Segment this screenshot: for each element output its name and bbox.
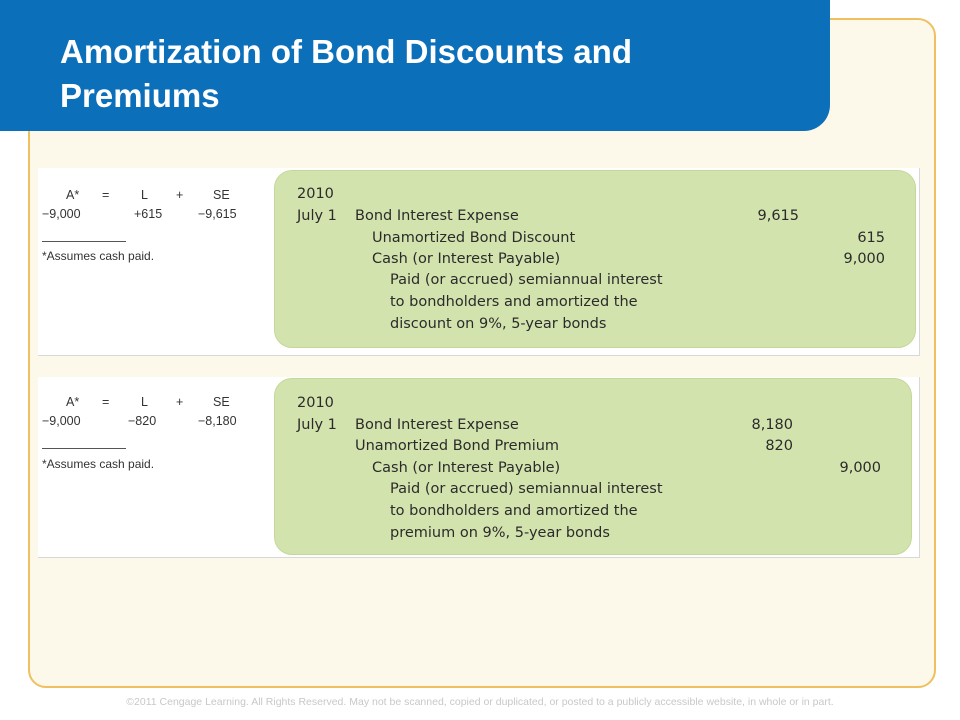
slide-title: Amortization of Bond Discounts and Premi… (60, 33, 632, 114)
entry-debit: 820 (765, 438, 793, 454)
entry-date: July 1 (297, 417, 337, 433)
journal-entry-box: 2010 July 1 Bond Interest Expense 9,615 … (274, 170, 916, 348)
title-bar: Amortization of Bond Discounts and Premi… (0, 0, 830, 131)
equation-value-equity: −8,180 (198, 414, 237, 428)
entry-year: 2010 (297, 186, 334, 202)
equation-note: *Assumes cash paid. (42, 457, 155, 471)
entry-explanation: Paid (or accrued) semiannual interest (390, 272, 663, 288)
equation-header-equals: = (102, 188, 110, 202)
equation-header-liabilities: L (141, 188, 148, 202)
entry-account: Bond Interest Expense (355, 208, 519, 224)
equation-header-equity: SE (213, 395, 230, 409)
entry-explanation: to bondholders and amortized the (390, 294, 638, 310)
equation-header-assets: A* (66, 188, 80, 202)
equation-header-plus: + (176, 188, 184, 202)
entry-account: Unamortized Bond Discount (372, 230, 576, 246)
equation-header-equity: SE (213, 188, 230, 202)
entry-explanation: discount on 9%, 5-year bonds (390, 316, 607, 332)
entry-year: 2010 (297, 395, 334, 411)
equation-header-assets: A* (66, 395, 80, 409)
entry-credit: 615 (857, 230, 885, 246)
equation-note: *Assumes cash paid. (42, 249, 155, 263)
entry-credit: 9,000 (843, 251, 885, 267)
entry-explanation: Paid (or accrued) semiannual interest (390, 481, 663, 497)
entry-account: Cash (or Interest Payable) (372, 460, 561, 476)
equation-value-assets: −9,000 (42, 414, 81, 428)
entry-explanation: to bondholders and amortized the (390, 503, 638, 519)
premium-panel: A* = L + SE −9,000 −820 −8,180 *Assumes … (38, 377, 920, 558)
equation-header-plus: + (176, 395, 184, 409)
entry-date: July 1 (297, 208, 337, 224)
equation-value-liabilities: +615 (134, 207, 163, 221)
entry-account: Unamortized Bond Premium (355, 438, 560, 454)
entry-account: Bond Interest Expense (355, 417, 519, 433)
entry-explanation: premium on 9%, 5-year bonds (390, 525, 610, 541)
equation-value-assets: −9,000 (42, 207, 81, 221)
note-rule (42, 448, 126, 449)
note-rule (42, 241, 126, 242)
journal-entry-box: 2010 July 1 Bond Interest Expense 8,180 … (274, 378, 912, 555)
equation-header-equals: = (102, 395, 110, 409)
entry-debit: 9,615 (757, 208, 799, 224)
equation-value-equity: −9,615 (198, 207, 237, 221)
entry-credit: 9,000 (839, 460, 881, 476)
equation-header-liabilities: L (141, 395, 148, 409)
entry-debit: 8,180 (751, 417, 793, 433)
copyright-footer: ©2011 Cengage Learning. All Rights Reser… (126, 696, 834, 708)
entry-account: Cash (or Interest Payable) (372, 251, 561, 267)
discount-panel: A* = L + SE −9,000 +615 −9,615 *Assumes … (38, 168, 920, 356)
equation-value-liabilities: −820 (128, 414, 157, 428)
